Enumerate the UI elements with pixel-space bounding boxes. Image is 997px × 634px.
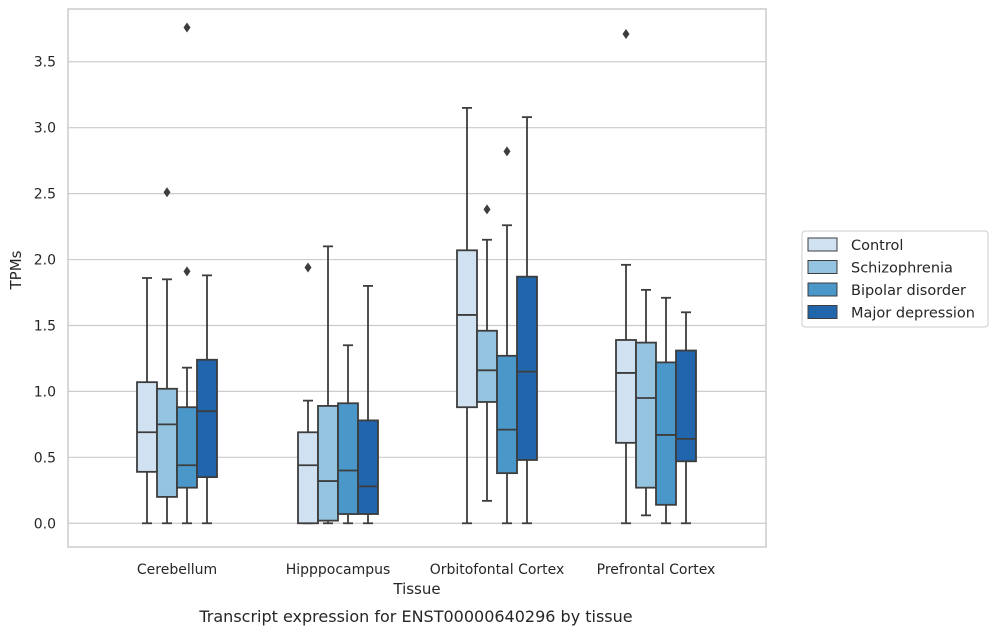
box-major-depression	[357, 285, 379, 525]
legend-label: Control	[851, 238, 903, 254]
outlier-point	[183, 22, 191, 33]
legend-label: Schizophrenia	[851, 261, 953, 277]
plot-frame	[67, 8, 767, 548]
outlier-point	[503, 146, 511, 157]
legend-swatch	[807, 305, 838, 319]
legend-label: Bipolar disorder	[851, 283, 966, 299]
iqr-box	[357, 419, 379, 515]
iqr-box	[297, 431, 319, 525]
y-tick-label: 0.0	[34, 516, 56, 532]
box-major-depression	[196, 274, 218, 525]
legend-swatch	[807, 282, 838, 297]
outlier-point	[622, 29, 630, 40]
legend: Control Schizophrenia Bipolar disorder Majo…	[801, 230, 989, 328]
legend-frame	[801, 230, 989, 328]
y-tick-label: 3.0	[34, 121, 56, 137]
iqr-box	[675, 349, 697, 463]
iqr-box	[176, 406, 198, 489]
outlier-point	[163, 187, 171, 198]
box-control	[136, 277, 158, 525]
box-control	[615, 29, 637, 525]
iqr-box	[496, 354, 518, 475]
legend-label: Major depression	[851, 306, 975, 322]
box-schizophrenia	[156, 187, 178, 525]
box-bipolar-disorder	[176, 22, 198, 525]
box-control	[456, 106, 478, 525]
outlier-point	[483, 204, 491, 215]
box-bipolar-disorder	[496, 146, 518, 525]
iqr-box	[476, 329, 498, 403]
iqr-box	[456, 249, 478, 409]
box-schizophrenia	[635, 288, 657, 517]
outlier-point	[304, 262, 312, 273]
iqr-box	[516, 275, 538, 461]
iqr-box	[655, 361, 677, 506]
iqr-box	[635, 341, 657, 489]
y-tick-label: 1.0	[34, 384, 56, 400]
x-axis-label: Tissue	[392, 580, 440, 598]
iqr-box	[196, 358, 218, 479]
iqr-box	[156, 387, 178, 498]
x-tick-label: Hipppocampus	[286, 562, 391, 578]
outlier-point	[183, 266, 191, 277]
x-tick-label: Orbitofontal Cortex	[430, 562, 565, 578]
box-groups	[136, 22, 697, 525]
legend-swatch	[807, 237, 838, 252]
box-major-depression	[675, 311, 697, 525]
iqr-box	[136, 381, 158, 473]
y-tick-label: 2.0	[34, 253, 56, 269]
box-schizophrenia	[476, 204, 498, 502]
y-tick-label: 2.5	[34, 187, 56, 203]
x-tick-labels: Cerebellum Hipppocampus Orbitofontal Corte…	[137, 562, 715, 578]
x-tick-label: Prefrontal Cortex	[597, 562, 716, 578]
x-tick-label: Cerebellum	[137, 562, 217, 578]
y-tick-label: 3.5	[34, 55, 56, 71]
box-major-depression	[516, 116, 538, 525]
y-tick-label: 1.5	[34, 318, 56, 334]
legend-swatch	[807, 260, 838, 274]
y-axis-label: TPMs	[7, 250, 25, 290]
y-tick-label: 0.5	[34, 450, 56, 466]
iqr-box	[615, 339, 637, 444]
chart-caption: Transcript expression for ENST0000064029…	[198, 607, 632, 626]
iqr-box	[317, 405, 339, 522]
y-tick-labels: 0.0 0.5 1.0 1.5 2.0 2.5 3.0 3.5	[34, 55, 56, 533]
iqr-box	[337, 402, 359, 515]
